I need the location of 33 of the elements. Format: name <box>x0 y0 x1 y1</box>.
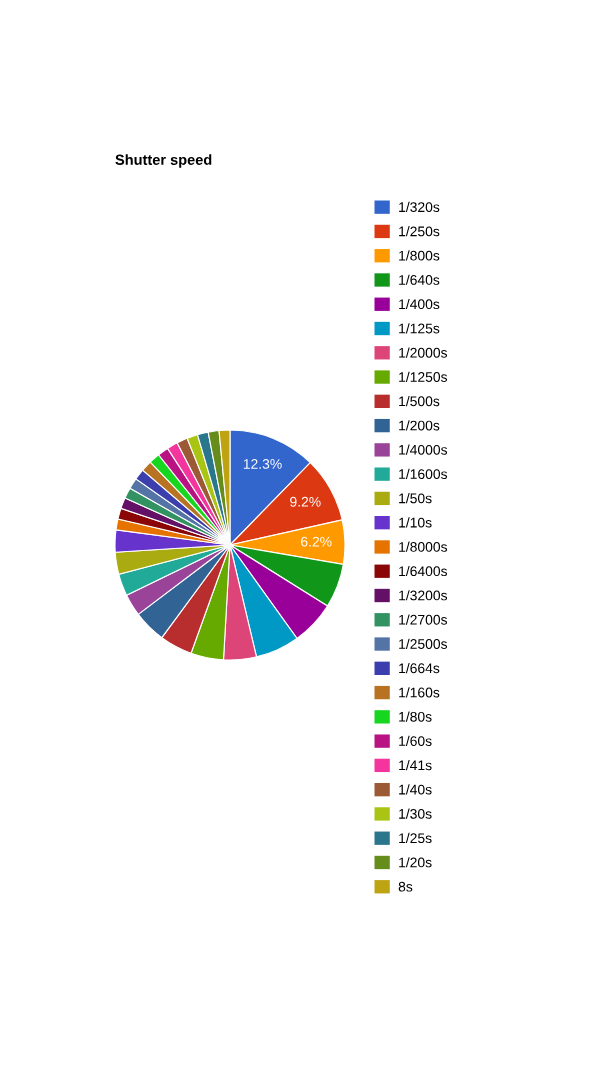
legend-label: 1/3200s <box>399 590 448 601</box>
legend-label: 1/320s <box>399 201 440 213</box>
legend-label: 1/200s <box>399 420 440 431</box>
data-label: 6.2% <box>301 536 332 547</box>
legend-label: 1/25s <box>399 832 432 844</box>
chart-title: Shutter speed <box>115 154 212 168</box>
legend-label: 1/10s <box>399 517 432 528</box>
legend-label: 1/250s <box>399 226 440 237</box>
legend-label: 1/2700s <box>399 614 448 625</box>
legend-label: 1/1250s <box>399 371 448 382</box>
data-label: 9.2% <box>290 496 321 507</box>
legend-label: 1/400s <box>399 298 440 310</box>
legend-label: 1/8000s <box>399 541 448 552</box>
legend-label: 1/4000s <box>399 444 448 455</box>
data-label: 12.3% <box>243 459 282 469</box>
legend-label: 1/125s <box>399 323 440 334</box>
legend-label: 1/30s <box>399 808 432 819</box>
legend-label: 1/160s <box>399 687 440 698</box>
legend-label: 1/50s <box>399 493 432 504</box>
legend-label: 1/2000s <box>399 347 448 358</box>
legend-label: 1/1600s <box>399 468 448 479</box>
legend-label: 1/664s <box>399 662 440 674</box>
legend-label: 1/20s <box>399 857 432 868</box>
legend-label: 1/80s <box>399 711 432 722</box>
legend-label: 1/640s <box>399 274 440 285</box>
legend-label: 1/40s <box>399 784 432 795</box>
legend-label: 1/800s <box>399 250 440 261</box>
legend-label: 8s <box>398 881 413 892</box>
legend-label: 1/2500s <box>399 638 448 649</box>
legend-label: 1/500s <box>399 395 440 407</box>
legend-label: 1/6400s <box>399 565 448 577</box>
legend-label: 1/41s <box>399 760 432 771</box>
legend-label: 1/60s <box>399 735 432 746</box>
